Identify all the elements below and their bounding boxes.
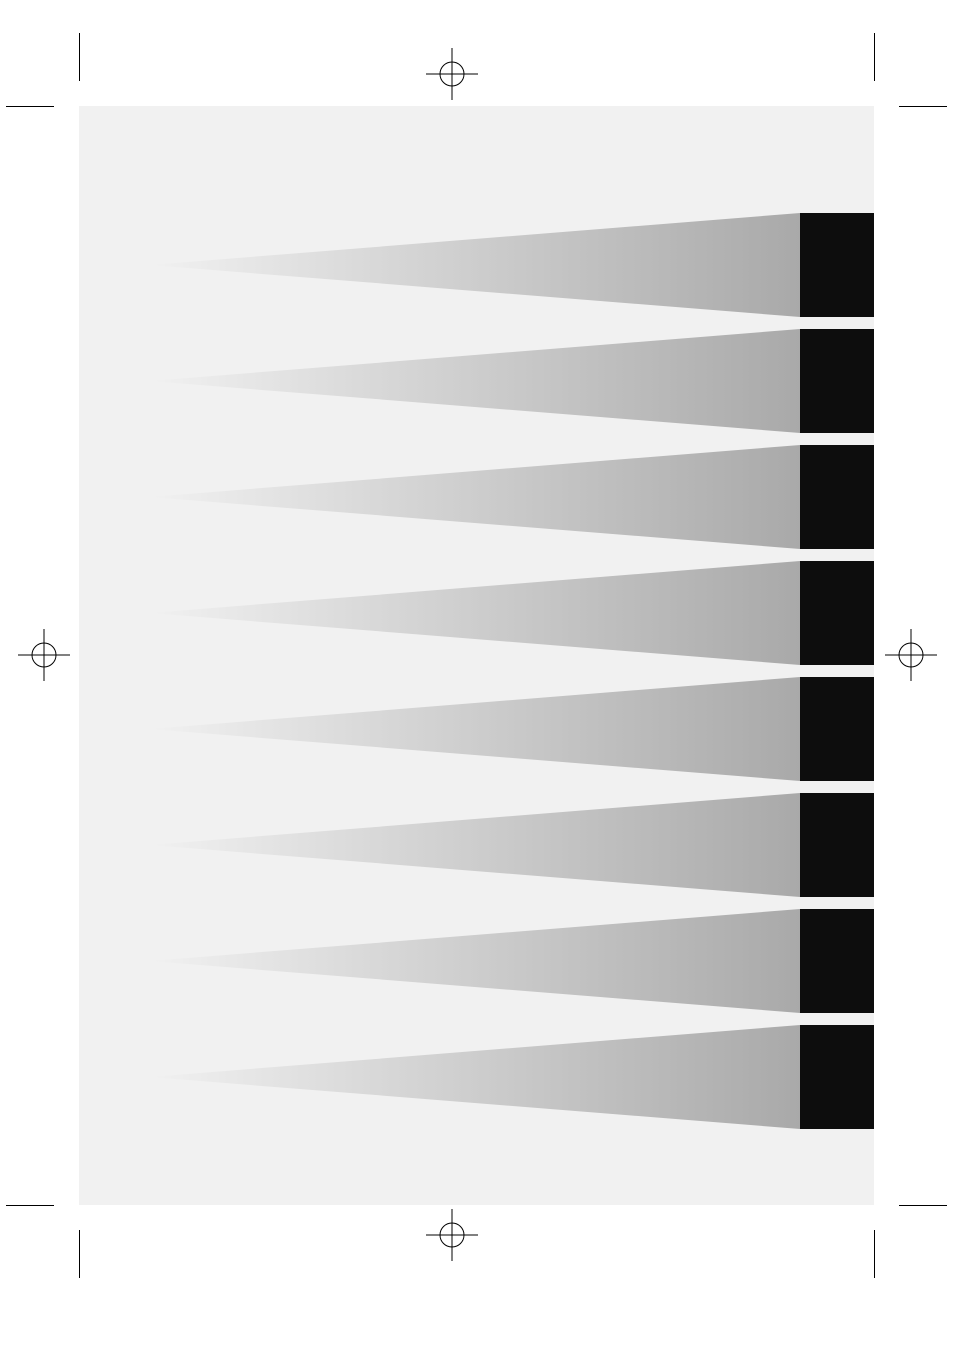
crop-mark	[79, 33, 80, 81]
crop-mark	[874, 1230, 875, 1278]
crop-mark	[79, 1230, 80, 1278]
section-tab	[79, 445, 874, 549]
section-tab-shape	[150, 793, 874, 897]
registration-mark	[18, 629, 70, 681]
tab-box	[800, 445, 874, 549]
registration-mark	[885, 629, 937, 681]
registration-mark	[426, 1209, 478, 1261]
tab-box	[800, 909, 874, 1013]
page-area	[79, 106, 874, 1205]
crop-mark	[899, 106, 947, 107]
section-tab	[79, 1025, 874, 1129]
tab-wedge	[150, 793, 800, 897]
tab-wedge	[150, 445, 800, 549]
crop-mark	[899, 1205, 947, 1206]
section-tab-shape	[150, 677, 874, 781]
section-tab-shape	[150, 909, 874, 1013]
tab-wedge	[150, 1025, 800, 1129]
tab-wedge	[150, 329, 800, 433]
section-tab	[79, 329, 874, 433]
tab-wedge	[150, 909, 800, 1013]
section-tab-shape	[150, 329, 874, 433]
tab-box	[800, 1025, 874, 1129]
crop-mark	[6, 1205, 54, 1206]
section-tab-shape	[150, 445, 874, 549]
section-tab-shape	[150, 1025, 874, 1129]
tab-wedge	[150, 561, 800, 665]
crop-mark	[874, 33, 875, 81]
section-tab	[79, 677, 874, 781]
section-tab-shape	[150, 213, 874, 317]
tab-box	[800, 561, 874, 665]
crop-mark	[6, 106, 54, 107]
print-proof-canvas	[0, 0, 954, 1351]
section-tab-shape	[150, 561, 874, 665]
section-tab	[79, 561, 874, 665]
tab-box	[800, 793, 874, 897]
section-tab	[79, 909, 874, 1013]
section-tab	[79, 793, 874, 897]
tab-wedge	[150, 213, 800, 317]
tab-box	[800, 329, 874, 433]
tab-box	[800, 213, 874, 317]
registration-mark	[426, 48, 478, 100]
section-tab	[79, 213, 874, 317]
tab-wedge	[150, 677, 800, 781]
tab-box	[800, 677, 874, 781]
